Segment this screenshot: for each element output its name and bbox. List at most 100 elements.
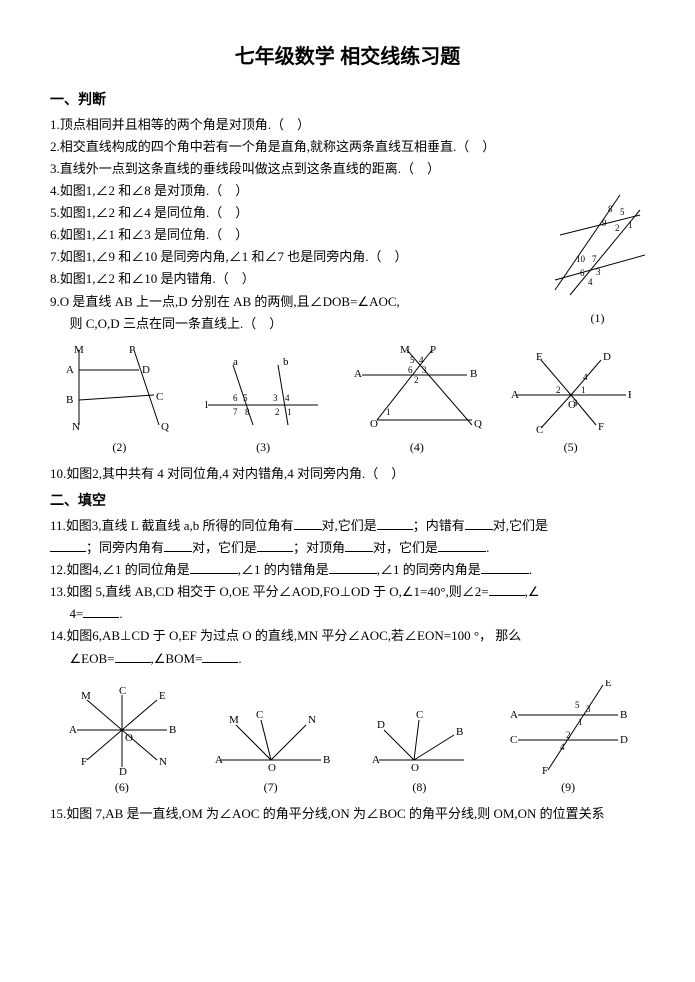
svg-text:7: 7 (592, 254, 597, 264)
svg-text:8: 8 (245, 407, 250, 417)
blank (345, 538, 373, 552)
q11-text-i: . (486, 540, 489, 555)
figure-9: A B C D E F 5 3 1 2 4 (9) (508, 680, 628, 797)
q12: 12.如图4,∠1 的同位角是 ,∠1 的内错角是 ,∠1 的同旁内角是. (50, 559, 645, 581)
svg-text:O: O (125, 732, 133, 744)
svg-text:6: 6 (408, 365, 413, 375)
svg-text:C: C (416, 709, 423, 721)
blank (115, 649, 151, 663)
svg-text:C: C (256, 709, 263, 721)
figure-2: M P A D B C N Q (2) (64, 345, 174, 457)
page-title: 七年级数学 相交线练习题 (50, 40, 645, 74)
q13-text-d: . (119, 606, 122, 621)
svg-text:9: 9 (602, 218, 607, 228)
svg-text:2: 2 (275, 407, 280, 417)
figure-4-label: (4) (352, 437, 482, 457)
q11-text-g: ；对顶角 (293, 540, 345, 555)
svg-text:D: D (377, 719, 385, 731)
svg-text:E: E (605, 680, 612, 689)
svg-text:2: 2 (414, 375, 419, 385)
svg-text:A: A (510, 709, 518, 721)
q11-text-h: 对，它们是 (373, 540, 438, 555)
svg-text:M: M (74, 345, 84, 356)
svg-text:N: N (72, 421, 80, 433)
svg-text:4: 4 (419, 355, 424, 365)
svg-text:6: 6 (580, 268, 585, 278)
q14: 14.如图6,AB⊥CD 于 O,EF 为过点 O 的直线,MN 平分∠AOC,… (50, 625, 645, 669)
q12-text-d: . (529, 562, 532, 577)
q14-text-a: 14.如图6,AB⊥CD 于 O,EF 为过点 O 的直线,MN 平分∠AOC,… (50, 628, 521, 643)
svg-text:E: E (159, 690, 166, 702)
svg-text:A: A (215, 754, 223, 766)
svg-text:D: D (142, 364, 150, 376)
figure-row-2: A B C D M E F N O (6) A B O M C N (7) (50, 680, 645, 797)
q3: 3.直线外一点到这条直线的垂线段叫做这点到这条直线的距离.（ ） (50, 158, 645, 180)
figure-6-label: (6) (67, 777, 177, 797)
svg-text:P: P (129, 345, 135, 356)
svg-text:D: D (620, 734, 628, 746)
svg-text:2: 2 (566, 730, 571, 740)
svg-text:C: C (119, 685, 126, 697)
svg-text:C: C (536, 424, 543, 435)
svg-text:4: 4 (560, 742, 565, 752)
figure-1: 8 5 9 1 2 10 7 6 3 4 (550, 190, 645, 300)
svg-text:B: B (628, 389, 631, 401)
blank (202, 649, 238, 663)
svg-text:8: 8 (608, 204, 613, 214)
figure-4: A B P M O Q 5 4 6 3 2 1 (4) (352, 345, 482, 457)
q13-text-a: 13.如图 5,直线 AB,CD 相交于 O,OE 平分∠AOD,FO⊥OD 于… (50, 584, 489, 599)
svg-text:B: B (323, 754, 330, 766)
svg-text:1: 1 (581, 385, 586, 395)
blank (257, 538, 293, 552)
q11-text-d: 对,它们是 (493, 518, 548, 533)
svg-text:B: B (456, 726, 463, 738)
svg-text:l: l (205, 399, 208, 411)
svg-text:B: B (620, 709, 627, 721)
q11: 11.如图3,直线 L 截直线 a,b 所得的同位角有对,它们是；内错有对,它们… (50, 515, 645, 559)
svg-text:6: 6 (233, 393, 238, 403)
svg-text:5: 5 (575, 700, 580, 710)
svg-text:M: M (400, 345, 410, 356)
svg-text:3: 3 (573, 398, 578, 408)
blank (438, 538, 486, 552)
svg-text:A: A (511, 389, 519, 401)
svg-text:1: 1 (628, 220, 633, 230)
svg-text:F: F (81, 756, 87, 768)
svg-text:M: M (229, 714, 239, 726)
svg-text:4: 4 (583, 372, 588, 382)
q12-text-b: ,∠1 的内错角是 (238, 562, 329, 577)
svg-text:3: 3 (586, 704, 591, 714)
svg-text:2: 2 (556, 385, 561, 395)
q14-text-d: . (238, 651, 241, 666)
q10: 10.如图2,其中共有 4 对同位角,4 对内错角,4 对同旁内角.（ ） (50, 463, 645, 485)
svg-text:2: 2 (615, 223, 620, 233)
q13-text-c: 4= (50, 606, 83, 621)
svg-text:Q: Q (474, 418, 482, 430)
q13: 13.如图 5,直线 AB,CD 相交于 O,OE 平分∠AOD,FO⊥OD 于… (50, 581, 645, 625)
svg-text:1: 1 (386, 407, 391, 417)
svg-text:O: O (268, 762, 276, 774)
svg-text:4: 4 (588, 277, 593, 287)
svg-text:A: A (69, 724, 77, 736)
q12-text-a: 12.如图4,∠1 的同位角是 (50, 562, 190, 577)
svg-text:N: N (159, 756, 167, 768)
blank (50, 538, 86, 552)
svg-text:b: b (283, 356, 289, 368)
svg-text:a: a (233, 356, 238, 368)
q14-text-c: ,∠BOM= (151, 651, 203, 666)
q1: 1.顶点相同并且相等的两个角是对顶角.（ ） (50, 114, 645, 136)
svg-text:A: A (372, 754, 380, 766)
svg-text:D: D (603, 351, 611, 363)
blank (83, 604, 119, 618)
section-2-title: 二、填空 (50, 489, 645, 513)
q15: 15.如图 7,AB 是一直线,OM 为∠AOC 的角平分线,ON 为∠BOC … (50, 803, 645, 825)
q12-text-c: ,∠1 的同旁内角是 (377, 562, 481, 577)
svg-text:F: F (542, 765, 548, 775)
blank (377, 516, 413, 530)
figure-9-label: (9) (508, 777, 628, 797)
svg-text:5: 5 (243, 393, 248, 403)
svg-text:5: 5 (410, 355, 415, 365)
svg-text:B: B (66, 394, 73, 406)
svg-text:F: F (598, 421, 604, 433)
figure-2-label: (2) (64, 437, 174, 457)
